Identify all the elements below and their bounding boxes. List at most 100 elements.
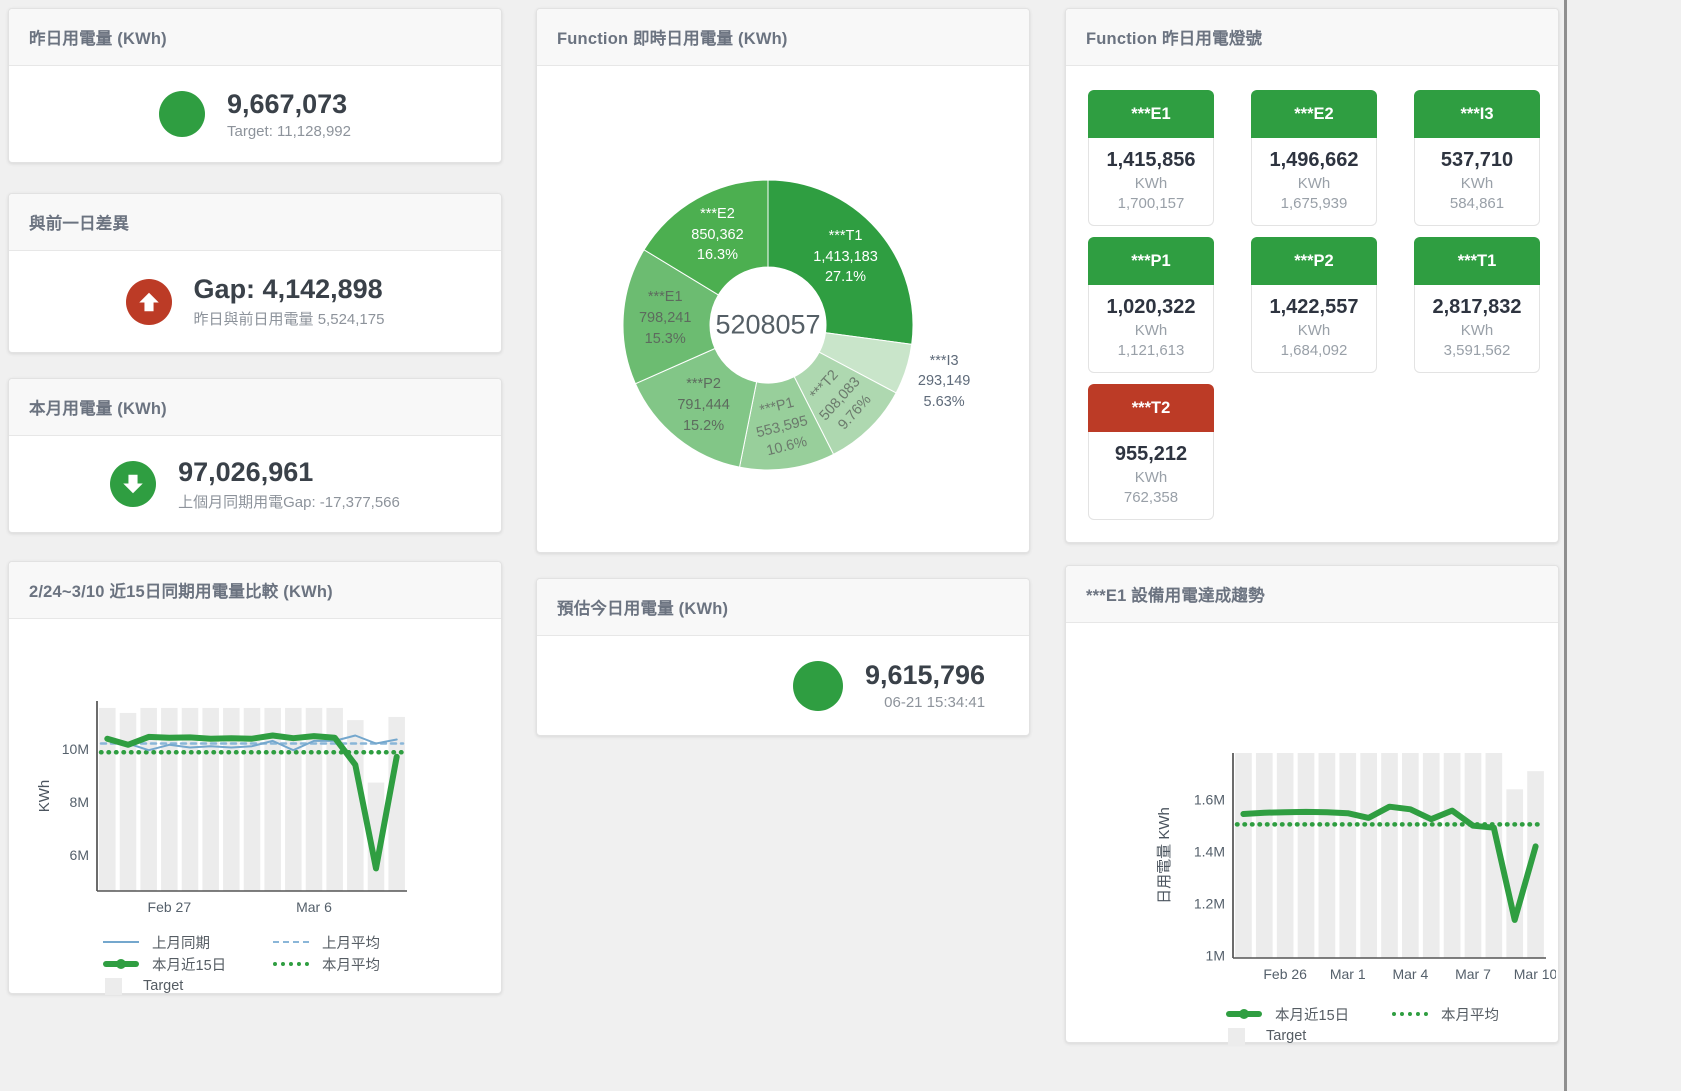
green-dotted-swatch-icon — [1392, 1012, 1428, 1016]
estimate-body: 9,615,796 06-21 15:34:41 — [537, 636, 1029, 735]
donut-chart-svg — [622, 179, 914, 471]
svg-text:6M: 6M — [70, 847, 89, 863]
card-title: 昨日用電量 (KWh) — [9, 9, 501, 66]
card-yesterday-usage: 昨日用電量 (KWh) 9,667,073 Target: 11,128,992 — [8, 8, 502, 163]
tile-header: ***E2 — [1251, 90, 1377, 138]
estimate-value: 9,615,796 — [864, 660, 986, 690]
blue-dashed-swatch-icon — [273, 941, 309, 943]
svg-text:Mar 7: Mar 7 — [1455, 966, 1491, 982]
svg-text:KWh: KWh — [36, 780, 53, 813]
legend-item-target[interactable]: Target — [1226, 1027, 1396, 1045]
tile-target: 1,700,157 — [1117, 195, 1185, 212]
status-tile-t2: ***T2 955,212 KWh 762,358 — [1088, 384, 1214, 520]
tile-target: 762,358 — [1123, 489, 1179, 506]
legend-item-this-month-average[interactable]: 本月平均 — [273, 954, 443, 975]
tile-header: ***T2 — [1088, 384, 1214, 432]
tile-target: 3,591,562 — [1443, 342, 1511, 359]
yesterday-usage-body: 9,667,073 Target: 11,128,992 — [9, 66, 501, 162]
tile-header: ***E1 — [1088, 90, 1214, 138]
tile-unit: KWh — [1297, 175, 1331, 192]
middle-column: Function 即時日用電量 (KWh) ***T1 1,413,183 27.1… — [536, 8, 1030, 736]
card-today-estimate: 預估今日用電量 (KWh) 9,615,796 06-21 15:34:41 — [536, 578, 1030, 736]
tile-value: 537,710 — [1440, 149, 1514, 171]
svg-text:1.2M: 1.2M — [1194, 896, 1225, 912]
status-circle-icon — [792, 660, 843, 711]
gray-box-swatch-icon — [105, 977, 122, 995]
scrollbar[interactable] — [1564, 0, 1567, 1091]
status-tile-p1: ***P1 1,020,322 KWh 1,121,613 — [1088, 237, 1214, 373]
card-title: Function 昨日用電燈號 — [1066, 9, 1558, 66]
blue-line-swatch-icon — [103, 941, 139, 943]
svg-text:10M: 10M — [62, 741, 89, 757]
svg-text:1.6M: 1.6M — [1194, 792, 1225, 808]
tile-header: ***T1 — [1414, 237, 1540, 285]
svg-text:Feb 26: Feb 26 — [1263, 966, 1307, 982]
trend-chart-legend: 本月近15日 本月平均 Target — [1226, 1003, 1558, 1047]
compare-chart-svg: 6M 8M 10M Feb 27 Mar 6 KWh — [36, 701, 407, 915]
tile-value: 2,817,832 — [1432, 296, 1522, 318]
card-title: 預估今日用電量 (KWh) — [537, 579, 1029, 636]
status-tile-grid: ***E1 1,415,856 KWh 1,700,157 ***E2 1,496,… — [1066, 66, 1558, 544]
tile-unit: KWh — [1460, 175, 1494, 192]
tile-unit: KWh — [1134, 175, 1168, 192]
gray-box-swatch-icon — [1228, 1027, 1245, 1045]
estimate-timestamp: 06-21 15:34:41 — [884, 694, 986, 711]
card-gap-previous-day: 與前一日差異 Gap: 4,142,898 昨日與前日用電量 5,524,175 — [8, 193, 502, 353]
status-tile-t1: ***T1 2,817,832 KWh 3,591,562 — [1414, 237, 1540, 373]
tile-header: ***P1 — [1088, 237, 1214, 285]
svg-text:Mar 4: Mar 4 — [1392, 966, 1428, 982]
status-tile-e2: ***E2 1,496,662 KWh 1,675,939 — [1251, 90, 1377, 226]
tile-target: 1,684,092 — [1280, 342, 1348, 359]
trend-chart-area: 1M 1.2M 1.4M 1.6M Feb 26 Mar 1 Mar 4 Mar 7 Mar 1… — [1066, 743, 1558, 1047]
donut-slice-p2[interactable] — [634, 347, 758, 468]
down-arrow-icon — [110, 461, 157, 507]
tile-target: 584,861 — [1449, 195, 1505, 212]
trend-chart-svg: 1M 1.2M 1.4M 1.6M Feb 26 Mar 1 Mar 4 Mar 7 Mar 1… — [1156, 753, 1556, 982]
svg-text:1.4M: 1.4M — [1194, 844, 1225, 860]
donut-chart-area: ***T1 1,413,183 27.1% ***I3 293,149 5.63% **… — [537, 66, 1029, 554]
legend-item-target[interactable]: Target — [103, 977, 273, 995]
card-title: 2/24~3/10 近15日同期用電量比較 (KWh) — [9, 562, 501, 619]
month-usage-body: 97,026,961 上個月同期用電Gap: -17,377,566 — [9, 436, 501, 532]
tile-unit: KWh — [1297, 322, 1331, 339]
status-tile-e1: ***E1 1,415,856 KWh 1,700,157 — [1088, 90, 1214, 226]
tile-target: 1,675,939 — [1280, 195, 1348, 212]
tile-value: 1,415,856 — [1106, 149, 1196, 171]
tile-unit: KWh — [1134, 322, 1168, 339]
legend-item-this-month-15day[interactable]: 本月近15日 — [103, 954, 273, 975]
card-month-usage: 本月用電量 (KWh) 97,026,961 上個月同期用電Gap: -17,3… — [8, 378, 502, 533]
svg-text:8M: 8M — [70, 794, 89, 810]
card-function-lights: Function 昨日用電燈號 ***E1 1,415,856 KWh 1,700,… — [1065, 8, 1559, 543]
left-column: 昨日用電量 (KWh) 9,667,073 Target: 11,128,992… — [8, 8, 502, 997]
card-15day-compare-chart: 2/24~3/10 近15日同期用電量比較 (KWh) 6M 8M 10M Feb 2… — [8, 561, 502, 997]
legend-item-prev-month-same-period[interactable]: 上月同期 — [103, 932, 273, 953]
card-e1-trend-chart: ***E1 設備用電達成趨勢 1M 1.2M 1.4M 1.6M Feb 26 Mar 1… — [1065, 565, 1559, 1045]
svg-text:Mar 10: Mar 10 — [1514, 966, 1556, 982]
right-column: Function 昨日用電燈號 ***E1 1,415,856 KWh 1,700,… — [1065, 8, 1559, 1045]
svg-text:Feb 27: Feb 27 — [148, 899, 192, 915]
compare-chart-legend: 上月同期 上月平均 本月近15日 本月平均 Target — [103, 931, 501, 997]
tile-value: 1,422,557 — [1269, 296, 1359, 318]
donut-slice-t1[interactable] — [767, 179, 914, 345]
svg-text:Mar 6: Mar 6 — [296, 899, 332, 915]
tile-header: ***P2 — [1251, 237, 1377, 285]
yesterday-usage-value: 9,667,073 — [227, 88, 348, 119]
legend-item-prev-month-average[interactable]: 上月平均 — [273, 932, 443, 953]
legend-item-this-month-average[interactable]: 本月平均 — [1392, 1004, 1558, 1025]
svg-text:日用電量 KWh: 日用電量 KWh — [1156, 807, 1173, 904]
card-function-realtime-donut: Function 即時日用電量 (KWh) ***T1 1,413,183 27.1… — [536, 8, 1030, 553]
svg-text:Mar 1: Mar 1 — [1330, 966, 1366, 982]
donut-slice-e2[interactable] — [643, 179, 769, 296]
donut-slice-e1[interactable] — [622, 249, 720, 385]
yesterday-usage-target: Target: 11,128,992 — [227, 122, 351, 140]
month-usage-gap: 上個月同期用電Gap: -17,377,566 — [178, 493, 400, 511]
tile-value: 955,212 — [1114, 443, 1188, 465]
tile-value: 1,496,662 — [1269, 149, 1359, 171]
compare-chart-area: 6M 8M 10M Feb 27 Mar 6 KWh 上月同期 上月平均 本月近15日 本… — [9, 691, 501, 997]
card-title: ***E1 設備用電達成趨勢 — [1066, 566, 1558, 623]
legend-item-this-month-15day[interactable]: 本月近15日 — [1226, 1004, 1392, 1025]
month-usage-value: 97,026,961 — [178, 456, 314, 487]
gap-subtext: 昨日與前日用電量 5,524,175 — [193, 311, 385, 328]
green-thick-line-swatch-icon — [1226, 1009, 1262, 1019]
